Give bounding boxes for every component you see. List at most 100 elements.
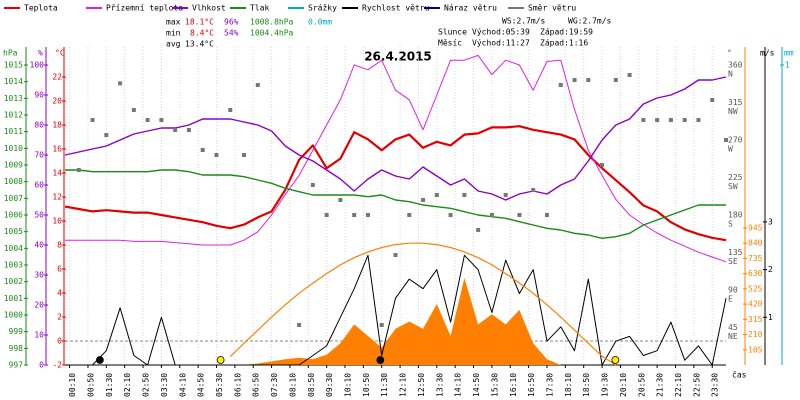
y-tick-label: 1015 xyxy=(4,61,23,70)
y-tick-label: 18 xyxy=(52,121,62,130)
y-tick-label: 1010 xyxy=(4,144,23,153)
x-tick-label: 00:10 xyxy=(68,373,77,397)
y-tick-compass: S xyxy=(728,220,733,229)
x-tick-label: 02:50 xyxy=(142,373,151,397)
legend-label: Vlhkost xyxy=(192,4,226,13)
wind-dir-point xyxy=(544,213,549,217)
wind-dir-point xyxy=(476,228,481,232)
wind-dir-point xyxy=(338,198,343,202)
wind-dir-point xyxy=(76,168,81,172)
legend-label: Rychlost větru xyxy=(362,4,430,13)
axis-header: ° xyxy=(727,49,732,58)
axis-header: % xyxy=(38,49,43,58)
y-tick-label: 10 xyxy=(52,217,62,226)
y-tick-label: 1005 xyxy=(4,227,23,236)
x-tick-label: 06:10 xyxy=(233,373,242,397)
wind-dir-point xyxy=(118,81,123,86)
x-tick-label: 22:10 xyxy=(674,373,683,397)
x-tick-label: 10:50 xyxy=(362,373,371,397)
y-tick-label: 135 xyxy=(728,248,743,257)
y-tick-label: 1 xyxy=(768,313,773,322)
wind-dir-point xyxy=(145,118,150,122)
y-tick-label: 0 xyxy=(57,337,62,346)
y-tick-label: 90 xyxy=(728,286,738,295)
x-tick-label: 05:30 xyxy=(215,373,224,397)
y-tick-label: 2 xyxy=(768,265,773,274)
wind-dir-point xyxy=(710,98,715,102)
y-tick-label: 999 xyxy=(9,327,24,336)
legend-label: Srážky xyxy=(308,4,337,13)
y-tick-label: 90 xyxy=(34,91,44,100)
wind-dir-point xyxy=(613,78,618,82)
series-line xyxy=(64,125,727,242)
y-tick-label: 735 xyxy=(748,254,763,263)
x-tick-label: 10:10 xyxy=(344,373,353,397)
wind-dir-point xyxy=(586,78,591,82)
y-tick-label: 1012 xyxy=(4,111,23,120)
wind-dir-point xyxy=(393,253,398,257)
y-tick-label: 1011 xyxy=(4,127,23,136)
x-tick-label: 14:50 xyxy=(472,373,481,397)
y-tick-label: 14 xyxy=(52,169,62,178)
y-tick-label: 22 xyxy=(52,73,62,82)
y-tick-label: 997 xyxy=(9,361,24,370)
wind-dir-point xyxy=(90,118,95,122)
y-tick-compass: N xyxy=(728,70,733,79)
x-tick-label: 13:30 xyxy=(435,373,444,397)
wind-dir-point xyxy=(682,118,687,122)
wind-dir-point xyxy=(297,323,302,327)
wind-dir-point xyxy=(572,78,577,82)
series-line xyxy=(65,54,727,263)
x-tick-label: 21:30 xyxy=(656,373,665,397)
y-tick-label: 180 xyxy=(728,211,743,220)
y-tick-label: 630 xyxy=(748,269,763,278)
x-tick-label: 01:30 xyxy=(105,373,114,397)
legend-label: Směr větru xyxy=(528,4,576,13)
stat-press: 1004.4hPa xyxy=(250,29,294,38)
y-tick-compass: W xyxy=(728,145,733,154)
stat-press: 1008.8hPa xyxy=(250,18,294,27)
y-tick-label: 30 xyxy=(34,271,44,280)
x-tick-label: 20:50 xyxy=(637,373,646,397)
wind-dir-point xyxy=(186,128,191,132)
y-tick-label: 1006 xyxy=(4,211,23,220)
moon-label: Měsíc xyxy=(438,39,462,48)
y-tick-label: 12 xyxy=(52,193,62,202)
x-tick-label: 03:30 xyxy=(160,373,169,397)
series-line xyxy=(65,169,726,239)
wind-dir-point xyxy=(324,213,329,217)
wind-dir-point xyxy=(214,153,219,157)
x-tick-label: 04:10 xyxy=(178,373,187,397)
x-tick-label: 16:10 xyxy=(509,373,518,397)
wind-dir-point xyxy=(462,193,467,197)
axis-header: hPa xyxy=(3,49,18,58)
x-tick-label: 14:10 xyxy=(454,373,463,397)
legend-label: Tlak xyxy=(250,4,269,13)
stat-temp: 18.1°C xyxy=(185,18,214,27)
y-tick-label: 1001 xyxy=(4,294,23,303)
y-tick-label: 360 xyxy=(728,61,743,70)
moon-set: Západ:1:16 xyxy=(540,39,588,48)
y-tick-label: 210 xyxy=(748,330,763,339)
wind-dir-point xyxy=(200,148,205,152)
wind-dir-point xyxy=(310,183,315,187)
y-tick-compass: SE xyxy=(728,257,738,266)
stat-hum: 96% xyxy=(224,18,239,27)
sun-set-marker xyxy=(611,356,620,364)
x-tick-label: 08:50 xyxy=(307,373,316,397)
x-tick-label: 00:50 xyxy=(86,373,95,397)
y-tick-label: 315 xyxy=(728,98,743,107)
series-line xyxy=(65,254,727,366)
y-tick-label: 4 xyxy=(57,289,62,298)
wind-dir-point xyxy=(668,118,673,122)
stat-temp: 13.4°C xyxy=(185,40,214,49)
x-tick-label: 23:30 xyxy=(711,373,720,397)
y-tick-label: 16 xyxy=(52,145,62,154)
x-tick-label: 20:10 xyxy=(619,373,628,397)
stat-label: max xyxy=(166,18,181,27)
y-tick-label: 0 xyxy=(39,361,44,370)
x-tick-label: 12:10 xyxy=(399,373,408,397)
y-tick-label: 1000 xyxy=(4,311,23,320)
wind-dir-point xyxy=(558,83,563,87)
